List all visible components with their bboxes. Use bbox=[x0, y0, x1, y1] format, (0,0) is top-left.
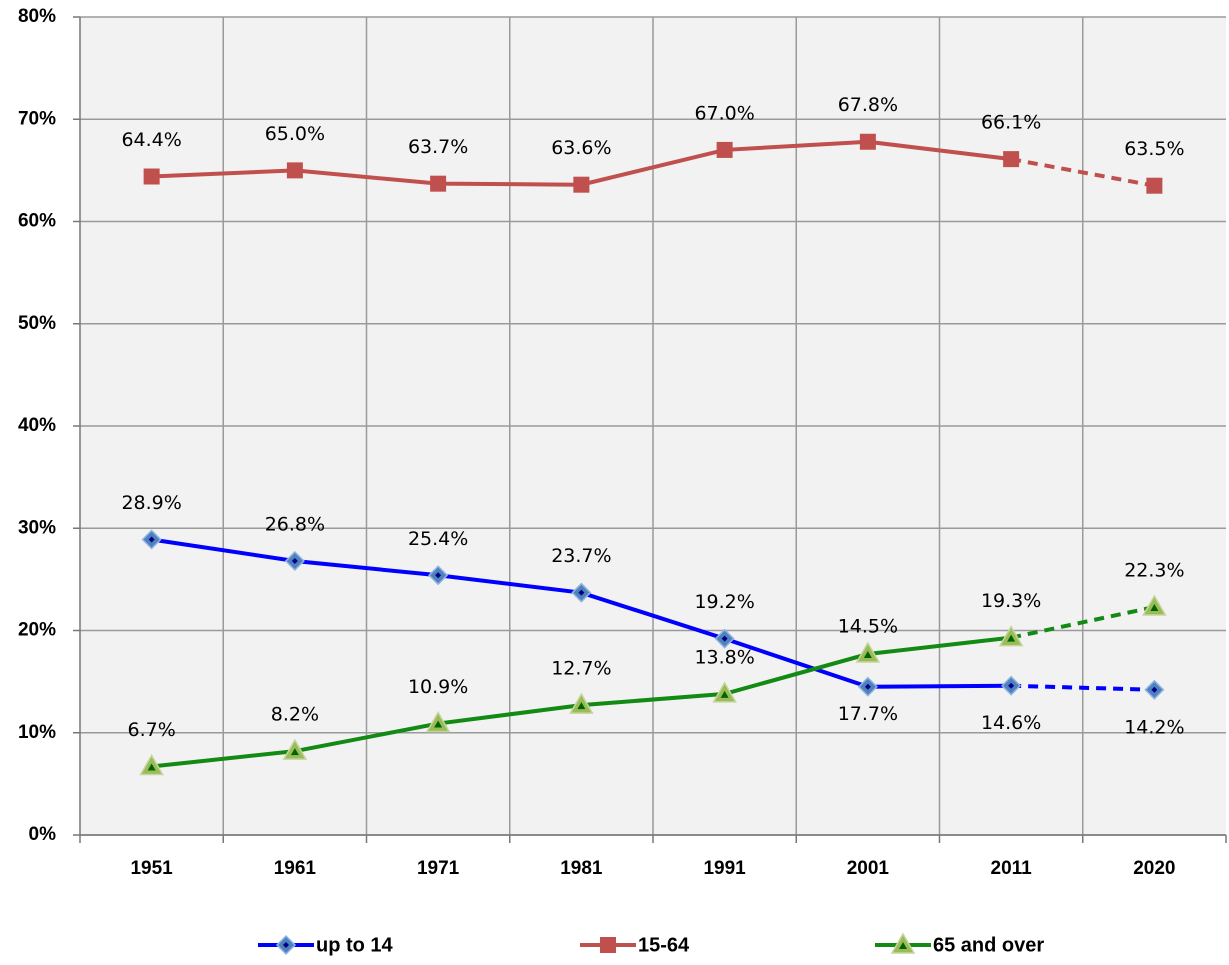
marker-center bbox=[283, 942, 289, 948]
marker-center bbox=[1151, 686, 1158, 693]
data-label: 67.8% bbox=[838, 94, 898, 116]
series-line-dashed bbox=[1010, 157, 1155, 188]
x-tick-label: 1951 bbox=[130, 858, 173, 879]
data-label: 8.2% bbox=[271, 704, 319, 726]
data-label: 13.8% bbox=[694, 646, 754, 668]
marker bbox=[855, 641, 881, 663]
marker bbox=[569, 692, 594, 714]
data-label: 19.2% bbox=[694, 591, 754, 613]
data-label: 12.7% bbox=[551, 658, 611, 680]
data-label: 25.4% bbox=[408, 528, 468, 550]
data-label: 22.3% bbox=[1124, 559, 1184, 581]
marker-center bbox=[720, 690, 729, 698]
marker-center bbox=[577, 702, 586, 710]
series-line-dashed bbox=[1010, 605, 1155, 640]
marker bbox=[571, 582, 592, 603]
marker-center bbox=[899, 942, 907, 949]
legend-marker bbox=[890, 932, 916, 954]
legend-label: up to 14 bbox=[316, 934, 394, 956]
marker bbox=[139, 753, 164, 776]
y-tick-label: 80% bbox=[18, 6, 56, 27]
y-tick-label: 60% bbox=[18, 211, 56, 232]
marker-center bbox=[291, 557, 298, 564]
data-label: 63.6% bbox=[551, 137, 611, 159]
data-label: 63.7% bbox=[408, 136, 468, 158]
data-label: 67.0% bbox=[694, 102, 754, 124]
y-tick-label: 50% bbox=[18, 313, 56, 334]
data-label: 14.5% bbox=[838, 616, 898, 638]
marker bbox=[282, 738, 308, 760]
marker bbox=[284, 550, 305, 572]
data-label: 6.7% bbox=[127, 719, 175, 741]
marker bbox=[141, 529, 162, 550]
marker-center bbox=[578, 589, 585, 596]
data-label: 23.7% bbox=[551, 545, 611, 567]
marker-center bbox=[435, 572, 442, 579]
x-tick-label: 1961 bbox=[274, 858, 317, 879]
marker-center bbox=[434, 720, 443, 728]
x-tick-label: 2011 bbox=[991, 858, 1033, 879]
data-label: 14.2% bbox=[1124, 716, 1184, 738]
series-line-dashed bbox=[1011, 683, 1155, 692]
y-tick-label: 30% bbox=[18, 517, 56, 538]
marker bbox=[428, 565, 449, 586]
data-label: 10.9% bbox=[408, 676, 468, 698]
y-tick-label: 20% bbox=[18, 620, 56, 641]
data-label: 17.7% bbox=[838, 703, 898, 725]
marker bbox=[716, 141, 733, 158]
x-tick-label: 1981 bbox=[560, 858, 603, 879]
x-tick-label: 2001 bbox=[847, 858, 890, 879]
marker bbox=[430, 175, 447, 192]
marker-center bbox=[147, 763, 156, 771]
marker-center bbox=[1007, 634, 1016, 642]
marker bbox=[1001, 675, 1022, 696]
data-label: 64.4% bbox=[121, 129, 181, 151]
marker bbox=[1003, 151, 1020, 168]
data-label: 65.0% bbox=[265, 123, 325, 145]
marker-center bbox=[864, 683, 871, 690]
legend-label: 65 and over bbox=[933, 934, 1044, 956]
data-label: 19.3% bbox=[981, 590, 1041, 612]
marker bbox=[712, 681, 737, 703]
marker bbox=[286, 162, 303, 179]
marker bbox=[425, 711, 451, 733]
marker-center bbox=[148, 536, 155, 543]
x-tick-label: 1971 bbox=[417, 858, 460, 879]
x-tick-label: 2020 bbox=[1133, 858, 1175, 879]
data-label: 14.6% bbox=[981, 712, 1041, 734]
marker-center bbox=[1150, 603, 1159, 611]
y-tick-label: 0% bbox=[29, 824, 57, 845]
data-label: 28.9% bbox=[121, 492, 181, 514]
y-tick-label: 70% bbox=[18, 108, 56, 129]
marker bbox=[859, 133, 876, 150]
marker bbox=[857, 676, 878, 697]
legend-label: 15-64 bbox=[638, 934, 690, 956]
marker bbox=[998, 625, 1024, 647]
data-label: 63.5% bbox=[1124, 138, 1184, 160]
marker bbox=[1146, 177, 1163, 194]
y-tick-label: 40% bbox=[18, 415, 56, 436]
marker-center bbox=[721, 635, 728, 642]
marker bbox=[573, 176, 590, 193]
marker bbox=[143, 168, 160, 185]
y-tick-label: 10% bbox=[18, 722, 56, 743]
legend-marker bbox=[600, 937, 616, 953]
x-tick-label: 1991 bbox=[703, 858, 746, 879]
marker-center bbox=[1008, 682, 1015, 689]
marker-center bbox=[863, 651, 872, 659]
marker bbox=[714, 628, 735, 649]
marker bbox=[1144, 679, 1165, 700]
marker-center bbox=[290, 748, 299, 756]
data-label: 66.1% bbox=[981, 112, 1041, 134]
marker bbox=[1142, 594, 1167, 616]
data-label: 26.8% bbox=[265, 513, 325, 535]
legend-marker bbox=[275, 934, 297, 956]
